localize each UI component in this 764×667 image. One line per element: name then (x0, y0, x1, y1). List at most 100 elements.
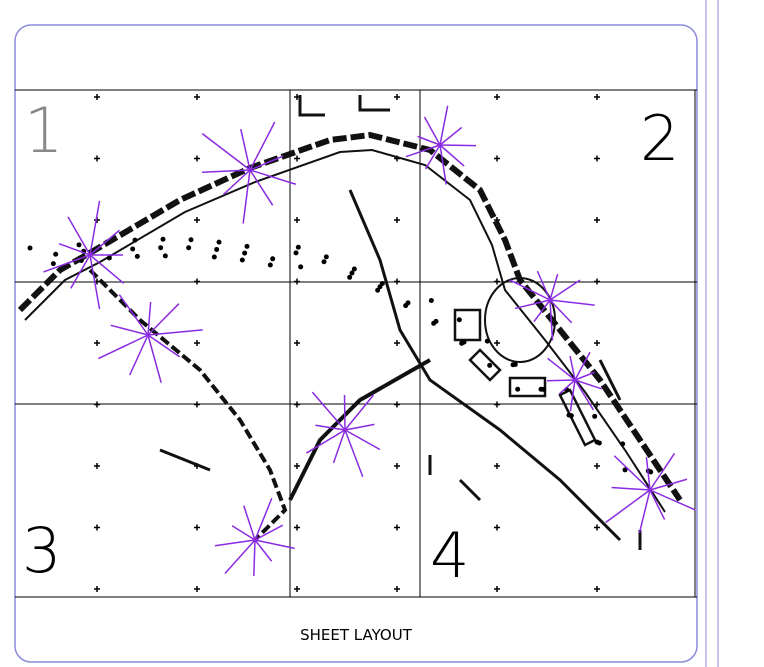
ray (254, 539, 273, 562)
ray (649, 478, 688, 491)
tree (162, 253, 168, 259)
cross (394, 340, 400, 346)
tree (515, 386, 521, 392)
cross (494, 155, 500, 162)
cross (194, 524, 200, 531)
tree (214, 246, 220, 252)
cross (294, 278, 300, 285)
panel (14, 24, 698, 663)
tree (244, 243, 250, 249)
ray (254, 539, 295, 550)
tree (456, 317, 462, 323)
sheet-number: 4 (430, 519, 469, 592)
ray (423, 116, 441, 146)
sheet-number: 2 (640, 102, 679, 175)
ray (243, 505, 256, 541)
ray (344, 429, 381, 451)
cross (94, 586, 100, 592)
ray (549, 279, 581, 301)
tree (132, 237, 138, 243)
ray (424, 144, 441, 170)
tree (53, 251, 59, 257)
tree (50, 261, 56, 267)
ray (332, 429, 346, 464)
cross (294, 401, 300, 408)
cross (594, 340, 600, 346)
ray (249, 155, 284, 171)
ray (611, 486, 651, 491)
ray (613, 455, 651, 491)
tree (188, 237, 194, 243)
tree (267, 262, 273, 268)
grid-marks (94, 94, 600, 592)
ray (649, 489, 696, 511)
tree (186, 245, 192, 251)
ray (547, 357, 576, 381)
ray (147, 334, 162, 383)
tree (293, 250, 299, 256)
ray (43, 254, 91, 273)
ray (344, 423, 375, 431)
cross (194, 155, 200, 162)
ray (514, 299, 551, 310)
cross (394, 94, 400, 100)
tree (487, 362, 493, 368)
cross (194, 217, 200, 223)
ray (574, 379, 594, 411)
tree (321, 259, 327, 265)
cross (494, 401, 500, 408)
cross (394, 278, 400, 285)
ray (558, 379, 576, 395)
cross (494, 586, 500, 592)
sheet-number: 3 (22, 514, 61, 587)
ray (649, 453, 676, 491)
ray (315, 424, 346, 431)
tree (428, 297, 434, 303)
ray (249, 121, 276, 171)
ray (439, 144, 447, 185)
ray (224, 539, 256, 575)
cross (94, 155, 100, 162)
ray (305, 429, 346, 454)
cross (194, 94, 200, 100)
tree (323, 254, 329, 260)
tree (349, 270, 355, 276)
ray (253, 539, 256, 577)
ray (311, 391, 346, 431)
ray (89, 200, 101, 256)
cross (494, 340, 500, 346)
cross (94, 340, 100, 346)
tree (130, 246, 136, 252)
tree (592, 413, 598, 419)
cross (394, 401, 400, 408)
cross (594, 463, 600, 469)
ray (344, 429, 364, 478)
tree (76, 242, 82, 248)
ray (147, 334, 181, 358)
cross (394, 586, 400, 592)
cross (394, 217, 400, 223)
sheet-grid (15, 89, 697, 598)
ray (89, 254, 101, 310)
ray (549, 299, 554, 341)
cross (294, 155, 300, 162)
tree (622, 467, 628, 473)
cross (94, 524, 100, 531)
ray (344, 394, 375, 431)
cross (494, 463, 500, 469)
tree (379, 281, 385, 287)
ray (147, 303, 180, 336)
survey-rays (43, 105, 696, 577)
tree (461, 339, 467, 345)
tree (211, 254, 217, 260)
cross (594, 401, 600, 408)
ray (638, 489, 651, 533)
tree (27, 245, 33, 251)
ray (147, 302, 152, 336)
cross (594, 94, 600, 100)
ray (569, 379, 576, 412)
tree (351, 266, 357, 272)
ray (254, 524, 284, 541)
cross (494, 278, 500, 285)
